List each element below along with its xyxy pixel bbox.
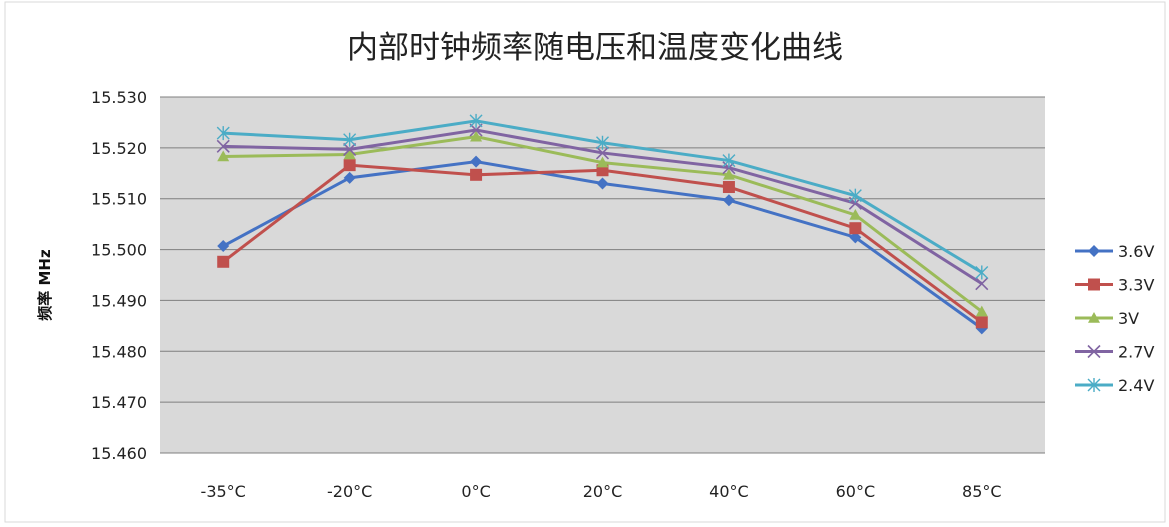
data-point [343, 132, 357, 147]
x-tick-label: 20°C [583, 482, 623, 501]
marker-stroke [1087, 344, 1101, 359]
chart-title: 内部时钟频率随电压和温度变化曲线 [347, 30, 843, 66]
data-point [1087, 378, 1101, 392]
legend-label: 3.6V [1118, 242, 1154, 261]
data-point [217, 255, 230, 268]
data-point [722, 181, 735, 194]
x-tick-label: 40°C [709, 482, 749, 501]
series-3-6v [217, 155, 988, 335]
data-point [470, 155, 483, 168]
data-point [343, 159, 356, 172]
data-point [596, 156, 609, 168]
y-tick-label: 15.460 [91, 444, 147, 463]
data-point [470, 130, 483, 142]
legend-item: 3.3V [1075, 276, 1154, 295]
marker-stroke [975, 277, 989, 291]
legend-label: 2.7V [1118, 343, 1154, 362]
data-point [217, 150, 230, 162]
y-tick-label: 15.500 [91, 241, 147, 260]
data-point [975, 277, 989, 291]
data-point [216, 126, 230, 141]
data-point [848, 188, 862, 203]
data-point [343, 142, 357, 156]
x-axis-ticks: -35°C -20°C 0°C 20°C 40°C 60°C 85°C [201, 482, 1002, 501]
data-point [722, 153, 736, 168]
data-point [469, 123, 483, 137]
marker-stroke [469, 123, 483, 137]
legend-item: 2.4V [1075, 376, 1154, 395]
data-point [1088, 278, 1100, 291]
series-3-3v [217, 159, 988, 329]
y-tick-label: 15.520 [91, 139, 147, 158]
data-point [1087, 344, 1101, 359]
y-axis-ticks: 15.460 15.470 15.480 15.490 15.500 15.510 15.5… [91, 88, 147, 463]
legend-item: 2.7V [1075, 343, 1154, 362]
x-tick-label: -20°C [327, 482, 372, 501]
data-point [975, 265, 989, 280]
legend-label: 2.4V [1118, 376, 1154, 395]
data-point [596, 177, 609, 190]
data-point [975, 305, 988, 317]
x-tick-label: -35°C [201, 482, 246, 501]
series-2-4v [216, 113, 989, 280]
data-point [343, 171, 356, 184]
data-point [849, 208, 862, 220]
y-tick-label: 15.470 [91, 393, 147, 412]
legend-item: 3.6V [1075, 242, 1154, 261]
data-point [595, 146, 610, 160]
data-point [469, 113, 483, 128]
data-point [849, 231, 862, 244]
x-tick-label: 60°C [836, 482, 876, 501]
data-point [470, 168, 483, 181]
data-point [217, 240, 230, 253]
y-tick-label: 15.480 [91, 342, 147, 361]
data-point [849, 222, 862, 235]
marker-stroke [343, 142, 357, 156]
series-lines [216, 113, 989, 335]
data-point [216, 139, 230, 153]
y-tick-label: 15.510 [91, 190, 147, 209]
marker-stroke [216, 139, 230, 153]
x-tick-label: 85°C [962, 482, 1002, 501]
data-point [1088, 245, 1100, 257]
legend-item: 3V [1075, 309, 1139, 328]
gridlines [160, 96, 1045, 454]
plot-area [160, 97, 1045, 453]
data-point [596, 135, 609, 150]
data-point [975, 316, 988, 329]
marker-stroke [595, 146, 610, 160]
data-point [722, 194, 735, 207]
legend-label: 3.3V [1118, 276, 1154, 295]
data-point [343, 148, 356, 160]
legend: 3.6V 3.3V 3V 2.7V 2.4V [1075, 242, 1154, 395]
data-point [1088, 312, 1100, 323]
y-axis-title: 频率 MHz [36, 249, 54, 321]
x-tick-label: 0°C [461, 482, 490, 501]
y-tick-label: 15.530 [91, 88, 147, 107]
series-3v [217, 130, 988, 317]
data-point [722, 168, 735, 180]
y-tick-label: 15.490 [91, 291, 147, 310]
legend-label: 3V [1118, 309, 1139, 328]
